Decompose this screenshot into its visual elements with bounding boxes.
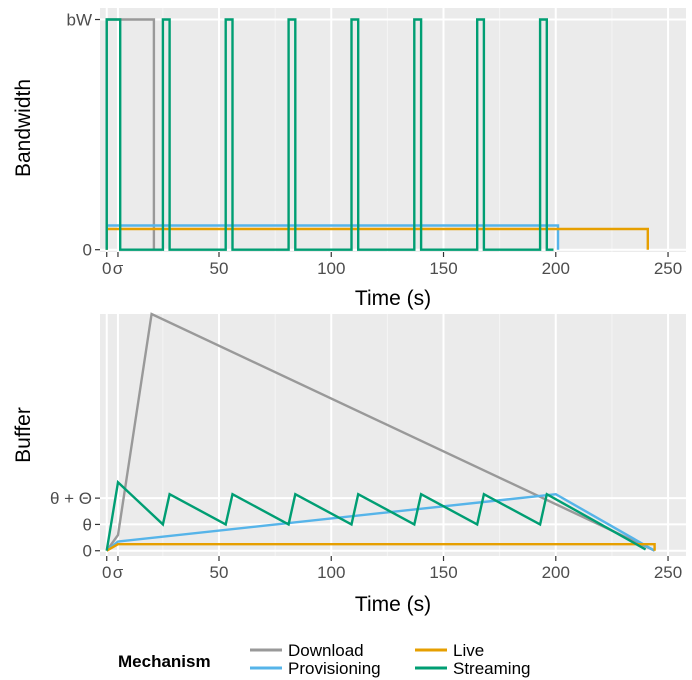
buffer-gridlines (100, 314, 686, 556)
x-tick-label-100: 100 (317, 259, 345, 278)
legend-label-streaming: Streaming (453, 659, 530, 678)
buffer-series (105, 312, 656, 552)
legend-label-provisioning: Provisioning (288, 659, 381, 678)
buffer-y-ticks: 0 θ θ + Θ (50, 489, 100, 561)
bandwidth-y-ticks: 0 bW (67, 11, 100, 260)
x-tick-label-200: 200 (542, 259, 570, 278)
legend-label-live: Live (453, 641, 484, 660)
x-tick-label-0: 0 (102, 563, 111, 582)
buffer-panel: 0 σ 50 100 150 200 250 0θθ + Θ Time (s) Buffer (12, 312, 686, 616)
x-tick-label-0: 0 (102, 259, 111, 278)
x-tick-label-200: 200 (542, 563, 570, 582)
x-tick-label-150: 150 (429, 563, 457, 582)
x-tick-label-50: 50 (210, 259, 229, 278)
buffer-x-ticks: 0 σ 50 100 150 200 250 (102, 556, 682, 582)
x-tick-label-250: 250 (654, 563, 682, 582)
bandwidth-panel: 0 σ 50 100 150 200 250 0bW Time (s) Bandwidth (12, 8, 686, 310)
x-tick-label-50: 50 (210, 563, 229, 582)
x-tick-label-250: 250 (654, 259, 682, 278)
bandwidth-y-axis-title: Bandwidth (12, 79, 35, 177)
y-tick-label: θ (83, 515, 92, 534)
buffer-x-axis-title: Time (s) (355, 593, 431, 616)
buffer-y-axis-title: Buffer (12, 407, 35, 463)
legend-title: Mechanism (118, 652, 211, 671)
y-tick-label: θ + Θ (50, 489, 92, 508)
x-tick-label-150: 150 (429, 259, 457, 278)
buffer-series-download (105, 312, 656, 552)
x-tick-label-100: 100 (317, 563, 345, 582)
buffer-series-live (106, 543, 656, 552)
bandwidth-x-axis-title: Time (s) (355, 287, 431, 310)
x-tick-label-: σ (113, 259, 124, 278)
y-tick-label: bW (67, 11, 93, 30)
bandwidth-plot-background (100, 8, 686, 252)
legend-label-download: Download (288, 641, 364, 660)
buffer-plot-background (100, 314, 686, 556)
bandwidth-x-ticks: 0 σ 50 100 150 200 250 (102, 252, 682, 278)
bandwidth-series (105, 18, 649, 251)
y-tick-label: 0 (83, 542, 92, 561)
x-tick-label-: σ (113, 563, 124, 582)
bandwidth-series-streaming (105, 18, 554, 251)
y-tick-label: 0 (83, 241, 92, 260)
buffer-series-streaming (105, 479, 647, 551)
